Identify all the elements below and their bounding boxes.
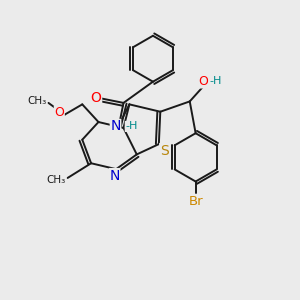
Text: CH₃: CH₃ — [47, 175, 66, 185]
Text: Br: Br — [188, 195, 203, 208]
Text: CH₃: CH₃ — [28, 96, 47, 106]
Text: O: O — [54, 106, 64, 119]
Text: -H: -H — [125, 122, 138, 131]
Text: S: S — [160, 144, 169, 158]
Text: -H: -H — [209, 76, 222, 86]
Text: O: O — [199, 75, 208, 88]
Text: O: O — [91, 92, 102, 106]
Text: N: N — [110, 169, 120, 183]
Text: N: N — [110, 119, 121, 134]
